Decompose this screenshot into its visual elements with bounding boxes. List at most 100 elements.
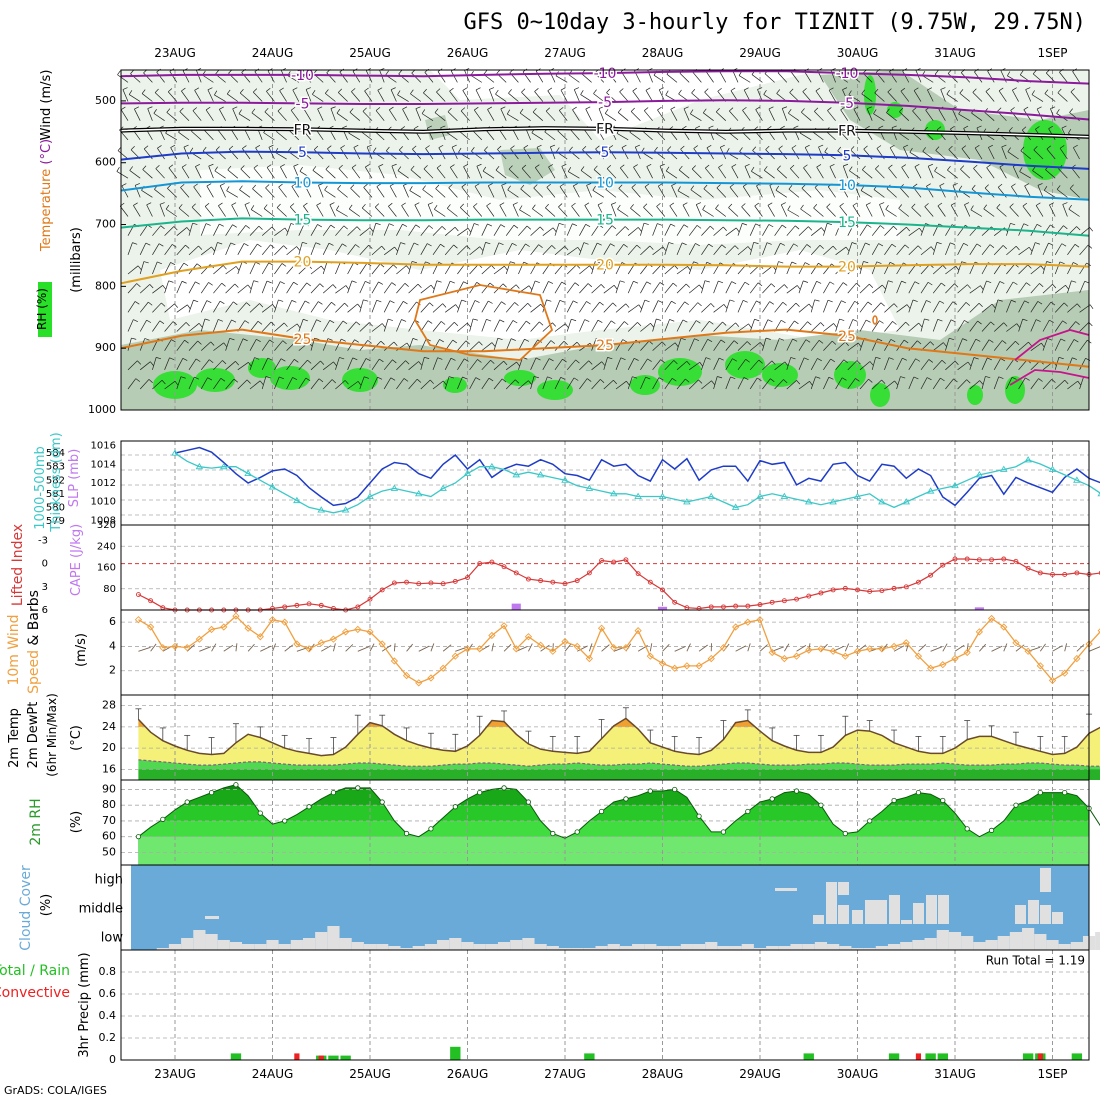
- wind-barb: [1033, 149, 1044, 160]
- wind-barb: [840, 109, 849, 121]
- wind-barb-flag: [174, 380, 179, 386]
- wind-barb: [749, 282, 759, 294]
- wind-barb-flag: [510, 145, 515, 149]
- wind-barb-flag: [669, 202, 675, 207]
- wind-speed-point: [146, 623, 155, 631]
- wind-barb: [469, 246, 480, 256]
- wind-barb-flag: [403, 300, 408, 305]
- wind-barb-flag: [869, 283, 874, 288]
- wind-barb: [945, 338, 950, 351]
- wind-barb: [896, 376, 901, 390]
- wind-barb: [359, 245, 369, 256]
- wind-barb-flag: [166, 108, 171, 113]
- wind-barb: [1006, 281, 1014, 294]
- wind-barb: [798, 280, 804, 294]
- wind-barb: [376, 186, 385, 198]
- high-cloud-bar: [826, 882, 837, 895]
- wind-barb: [249, 380, 261, 390]
- wind-barb-flag: [837, 146, 842, 152]
- wind-barb-flag: [659, 87, 664, 91]
- wind-barb: [932, 359, 943, 371]
- wind-barb: [1024, 185, 1032, 198]
- panel-frame: [120, 524, 1090, 611]
- wind-barb: [359, 322, 370, 332]
- wind-barb: [676, 266, 688, 275]
- wind-barb: [1088, 646, 1100, 652]
- wind-barb-flag: [905, 321, 910, 326]
- wind-barb: [469, 223, 475, 236]
- wind-barb: [591, 361, 602, 371]
- wind-barb: [875, 168, 885, 179]
- wind-barb-flag: [264, 107, 269, 113]
- wind-barb: [152, 225, 161, 236]
- wind-barb: [388, 206, 397, 217]
- wind-barb-flag: [348, 204, 353, 210]
- wind-barb: [247, 643, 255, 652]
- wind-barb: [447, 208, 458, 217]
- wind-barb-flag: [1051, 379, 1056, 383]
- wind-barb-flag: [587, 283, 593, 288]
- wind-barb-flag: [247, 284, 252, 289]
- wind-barb: [166, 112, 178, 121]
- low-cloud-bar: [339, 938, 352, 950]
- rh-saturated-patch: [248, 358, 276, 378]
- wind-barb-flag: [876, 261, 882, 264]
- low-cloud-bar: [254, 944, 267, 950]
- wind-barb-flag: [637, 227, 642, 232]
- wind-barb: [947, 169, 958, 179]
- wind-barb-flag: [258, 225, 263, 230]
- wind-barb: [316, 205, 324, 217]
- isotherm-10: [120, 180, 1090, 201]
- wind-barb: [701, 225, 711, 236]
- wind-barb-flag: [1062, 320, 1067, 324]
- wind-barb-flag: [532, 108, 537, 113]
- wind-barb-flag: [720, 339, 726, 344]
- wind-barb: [787, 209, 800, 217]
- wind-barb-flag: [429, 302, 434, 307]
- wind-barb: [298, 300, 306, 313]
- wind-barb: [493, 338, 499, 351]
- lifted-index-point: [586, 570, 592, 576]
- wind-barb-flag: [351, 280, 357, 283]
- wind-speed-point: [853, 647, 862, 655]
- wind-barb-flag: [547, 87, 553, 92]
- wind-barb-flag: [729, 299, 735, 302]
- wind-barb-flag: [283, 322, 288, 327]
- wind-barb: [436, 91, 446, 102]
- wind-barb: [729, 110, 739, 121]
- wind-barb-flag: [250, 205, 255, 210]
- wind-speed-point: [329, 635, 338, 643]
- wind-barb: [237, 225, 247, 236]
- wind-barb-flag: [338, 164, 343, 169]
- wind-barb: [974, 147, 983, 160]
- wind-barb-flag: [936, 126, 942, 131]
- wind-barb-flag: [830, 358, 835, 363]
- wind-barb: [652, 377, 660, 390]
- rh-saturated-patch: [762, 363, 798, 387]
- wind-barb-flag: [423, 165, 428, 170]
- wind-barb-flag: [988, 144, 994, 148]
- wind-barb: [423, 168, 434, 179]
- wind-barb-flag: [265, 184, 270, 189]
- wind-barb-flag: [671, 300, 676, 304]
- wind-barb: [713, 226, 724, 236]
- wind-barb: [925, 109, 934, 121]
- wind-barb: [227, 93, 239, 102]
- wind-barb-flag: [440, 321, 446, 325]
- tick-label: 50: [102, 845, 116, 858]
- wind-barb: [261, 339, 270, 351]
- low-cloud-bar: [717, 946, 730, 950]
- wind-barb: [457, 358, 465, 371]
- wind-barb-flag: [779, 338, 785, 341]
- wind-barb: [531, 132, 543, 141]
- rh-point: [672, 786, 678, 793]
- wind-speed-point: [939, 661, 947, 669]
- wind-barb-flag: [698, 379, 703, 384]
- wind-barb: [981, 244, 991, 256]
- wind-barb-flag: [332, 284, 337, 289]
- wind-barb: [865, 204, 873, 217]
- wind-barb: [615, 303, 627, 313]
- wind-barb-flag: [178, 204, 183, 209]
- wind-barb-flag: [983, 204, 987, 210]
- y-axis-label-part: (%): [69, 811, 84, 834]
